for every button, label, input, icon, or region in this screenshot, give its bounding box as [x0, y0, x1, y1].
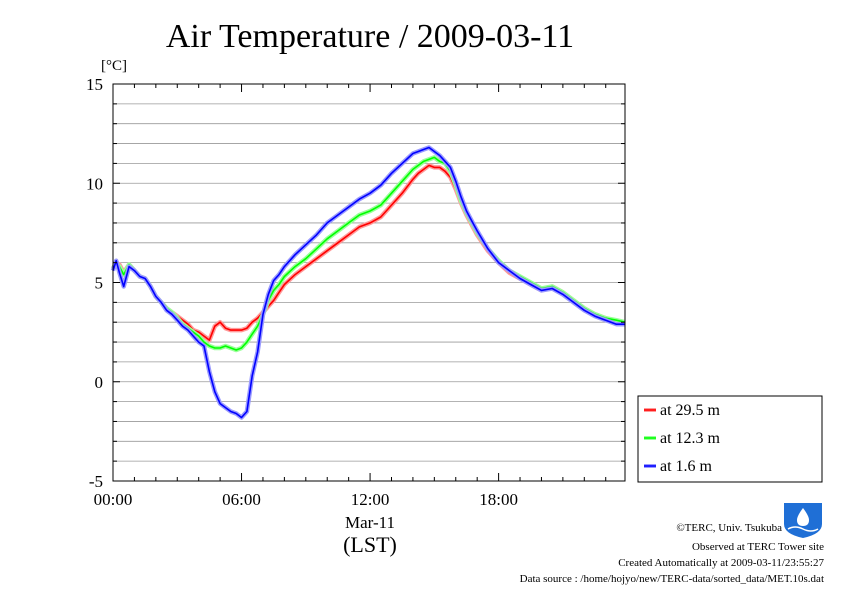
legend-label: at 12.3 m — [660, 430, 721, 447]
series-3-line — [112, 146, 625, 419]
legend-box — [637, 395, 823, 483]
terc-logo-drop — [797, 508, 809, 526]
x-tick-label: 06:00 — [222, 490, 261, 509]
legend-items: at 29.5 m at 12.3 m at 1.6 m — [644, 402, 721, 475]
x-axis-date-label: Mar-11 — [345, 513, 395, 532]
legend: at 29.5 m at 12.3 m at 1.6 m — [637, 395, 823, 483]
data-source-text: Data source : /home/hojyo/new/TERC-data/… — [520, 573, 824, 585]
series-layer — [110, 145, 626, 420]
series-2-halo — [111, 155, 626, 353]
observed-text: Observed at TERC Tower site — [692, 541, 824, 553]
chart-title: Air Temperature / 2009-03-11 — [166, 18, 574, 55]
x-tick-label: 18:00 — [479, 490, 518, 509]
y-tick-label: 0 — [95, 373, 104, 392]
x-tick-label: 00:00 — [94, 490, 133, 509]
grid-lines — [113, 103, 625, 462]
legend-label: at 1.6 m — [660, 458, 713, 475]
y-axis-ticks: 15 10 5 0 -5 — [86, 75, 625, 491]
x-axis-ticks: 00:00 06:00 12:00 18:00 — [94, 84, 607, 509]
x-tick-label: 12:00 — [351, 490, 390, 509]
legend-label: at 29.5 m — [660, 402, 721, 419]
created-text: Created Automatically at 2009-03-11/23:5… — [618, 557, 824, 569]
y-axis-unit-label: [°C] — [101, 58, 127, 74]
y-tick-label: 10 — [86, 174, 103, 193]
y-tick-label: -5 — [89, 472, 103, 491]
copyright-text: ©TERC, Univ. Tsukuba — [676, 522, 782, 534]
x-axis-label: (LST) — [343, 532, 397, 557]
y-tick-label: 15 — [86, 75, 103, 94]
series-2-line — [112, 156, 626, 351]
terc-logo-wave — [787, 526, 819, 532]
terc-logo — [784, 503, 822, 538]
y-tick-label: 5 — [95, 274, 104, 293]
